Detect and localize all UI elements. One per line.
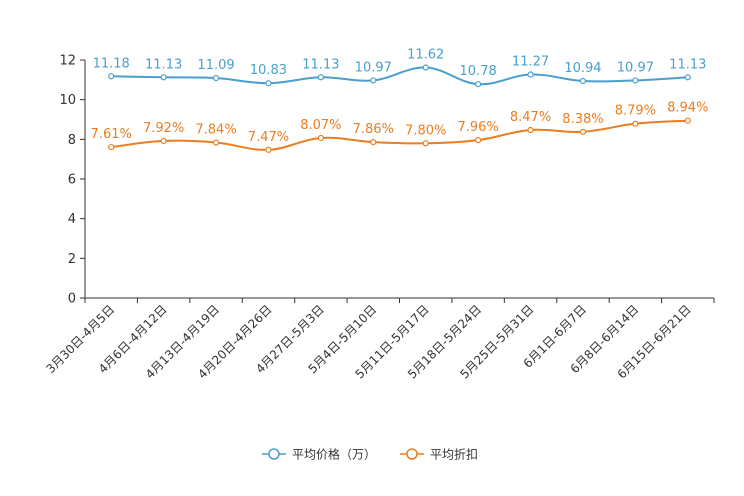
y-tick-label: 10 [59, 93, 76, 108]
series-1-point [579, 128, 587, 135]
series-0-point [527, 71, 534, 78]
y-tick-label: 6 [68, 173, 76, 188]
series-1-point [632, 120, 639, 127]
series-line-0 [111, 66, 688, 86]
series-1-point [475, 137, 482, 144]
legend: 平均价格（万） 平均折扣 [262, 447, 478, 462]
series-1-data-label: 7.92% [143, 121, 184, 136]
y-tick-label: 2 [68, 252, 76, 267]
series-group [108, 64, 691, 153]
series-0-data-label: 10.97 [617, 60, 654, 75]
series-1-point [527, 126, 534, 134]
series-0-point [632, 77, 639, 84]
series-0-point [108, 73, 115, 80]
series-0-data-label: 11.13 [145, 57, 182, 72]
series-0-data-label: 10.94 [564, 61, 601, 76]
series-0-point [422, 64, 429, 71]
series-1-point [370, 139, 377, 146]
series-0-data-label: 11.27 [512, 54, 549, 69]
series-0-point [684, 74, 691, 81]
y-axis: 0 2 4 6 8 10 12 [59, 54, 86, 307]
series-0-data-label: 11.62 [407, 48, 444, 63]
series-1-data-label: 7.96% [457, 120, 498, 135]
series-0-data-label: 11.09 [197, 58, 234, 73]
series-1-point [422, 140, 429, 147]
series-1-data-label: 8.47% [510, 110, 551, 125]
series-1-data-label: 8.07% [300, 118, 341, 133]
data-labels: 11.18 11.13 11.09 10.83 11.13 10.97 11.62 10.78… [91, 48, 709, 145]
series-1-data-label: 8.38% [562, 112, 603, 127]
series-0-data-label: 11.13 [302, 57, 339, 72]
series-0-point [212, 74, 220, 82]
series-0-point [370, 77, 377, 84]
series-0-point [317, 74, 324, 81]
series-1-data-label: 7.84% [195, 123, 236, 138]
series-1-data-label: 8.79% [615, 104, 656, 119]
series-0-point [475, 81, 482, 88]
series-1-data-label: 7.47% [248, 130, 289, 145]
series-1-data-label: 7.86% [353, 122, 394, 137]
series-0-data-label: 10.97 [355, 60, 392, 75]
series-1-point [684, 117, 691, 124]
series-1-data-label: 8.94% [667, 101, 708, 116]
series-0-data-label: 11.13 [669, 57, 706, 72]
series-1-point [160, 137, 167, 145]
legend-item-1: 平均折扣 [400, 447, 478, 462]
series-1-point [108, 143, 115, 151]
series-0-point [579, 77, 587, 85]
series-line-1 [111, 119, 688, 151]
series-1-point [212, 139, 220, 146]
series-0-point [160, 74, 167, 81]
series-1-data-label: 7.61% [91, 127, 132, 142]
x-axis: 3月30日-4月5日4月6日-4月12日4月13日-4月19日4月20日-4月2… [43, 297, 715, 382]
series-0-point [265, 80, 272, 87]
y-tick-label: 8 [68, 133, 76, 148]
series-1-point [265, 146, 272, 153]
y-tick-label: 12 [59, 54, 76, 69]
legend-label: 平均折扣 [430, 447, 478, 462]
series-0-data-label: 10.83 [250, 63, 287, 78]
y-tick-label: 4 [68, 212, 76, 227]
legend-item-0: 平均价格（万） [262, 447, 376, 462]
legend-marker-icon [268, 448, 280, 460]
legend-label: 平均价格（万） [292, 447, 376, 462]
series-1-data-label: 7.80% [405, 123, 446, 138]
series-1-point [317, 134, 324, 142]
series-0-data-label: 10.78 [460, 64, 497, 79]
legend-marker-icon [406, 448, 418, 460]
y-tick-label: 0 [68, 292, 76, 307]
series-0-data-label: 11.18 [93, 56, 130, 71]
